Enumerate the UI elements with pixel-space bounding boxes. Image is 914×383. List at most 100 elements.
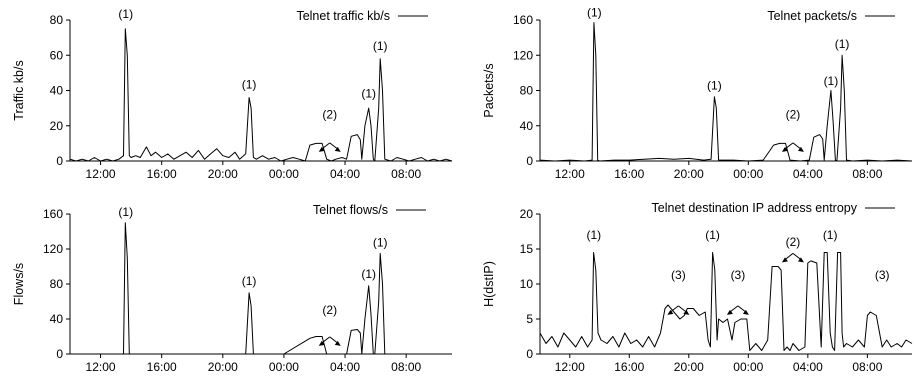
y-axis-label: Packets/s — [482, 63, 496, 117]
y-tick-label: 40 — [50, 84, 64, 98]
annotation-label: (1) — [242, 274, 257, 288]
y-tick-label: 0 — [526, 347, 533, 361]
x-tick-label: 08:00 — [852, 167, 882, 181]
double-arrow-icon — [781, 142, 804, 152]
annotation-label: (2) — [786, 235, 801, 249]
x-tick-label: 04:00 — [330, 167, 360, 181]
annotation-label: (3) — [875, 268, 890, 282]
x-tick-label: 16:00 — [147, 167, 177, 181]
arrow-left-head — [781, 257, 788, 263]
annotation-label: (1) — [835, 37, 850, 51]
arrow-right-head — [797, 146, 804, 152]
arrow-right-head — [742, 309, 749, 315]
annotation-label: (1) — [361, 87, 376, 101]
x-tick-label: 00:00 — [733, 360, 763, 374]
y-tick-label: 5 — [526, 312, 533, 326]
arrow-left-head — [781, 146, 788, 152]
annotation-label: (2) — [322, 303, 337, 317]
annotation-label: (3) — [671, 268, 686, 282]
x-tick-label: 08:00 — [391, 360, 421, 374]
chart-svg-entropy: 0 5 10 15 20 12:00 16:00 20:00 00:00 04:00 08:00 H(… — [482, 201, 913, 374]
double-arrow-icon — [781, 253, 804, 263]
annotation-label: (1) — [824, 74, 839, 88]
x-tick-label: 04:00 — [793, 167, 823, 181]
x-tick-label: 08:00 — [852, 360, 882, 374]
double-arrow-icon — [318, 336, 341, 346]
y-tick-label: 10 — [520, 277, 534, 291]
y-tick-label: 20 — [50, 119, 64, 133]
x-tick-label: 12:00 — [86, 360, 116, 374]
y-tick-label: 0 — [56, 154, 63, 168]
series-line — [539, 22, 913, 162]
arrow-left-head — [318, 146, 325, 152]
y-tick-label: 120 — [513, 48, 533, 62]
legend-label: Telnet flows/s — [313, 203, 388, 217]
y-tick-label: 60 — [50, 48, 64, 62]
chart-panel-packets: 0 40 80 120 160 12:00 16:00 20:00 00:00 04:00 08:0… — [457, 0, 914, 192]
x-tick-label: 04:00 — [793, 360, 823, 374]
x-tick-label: 00:00 — [733, 167, 763, 181]
legend-label: Telnet destination IP address entropy — [652, 201, 858, 215]
annotation-label: (1) — [705, 228, 720, 242]
arrow-right-head — [797, 257, 804, 263]
y-tick-label: 160 — [43, 207, 63, 221]
y-tick-label: 20 — [520, 207, 534, 221]
arrow-left-head — [667, 309, 674, 315]
arrow-left-head — [726, 309, 733, 315]
chart-svg-traffic: 0 20 40 60 80 12:00 16:00 20:00 00:00 04:00 08:00 T… — [12, 7, 453, 181]
y-tick-label: 80 — [50, 277, 64, 291]
double-arrow-icon — [726, 305, 749, 315]
annotation-label: (1) — [707, 79, 722, 93]
chart-svg-flows: 0 40 80 120 160 12:00 16:00 20:00 00:00 04:00 08:0… — [12, 203, 452, 374]
x-tick-label: 20:00 — [674, 360, 704, 374]
y-tick-label: 40 — [50, 312, 64, 326]
x-tick-label: 16:00 — [614, 360, 644, 374]
series-line — [69, 28, 453, 162]
annotation-label: (1) — [118, 7, 133, 21]
x-tick-label: 16:00 — [147, 360, 177, 374]
x-tick-label: 00:00 — [269, 360, 299, 374]
annotation-label: (2) — [786, 108, 801, 122]
arrow-right-head — [334, 340, 341, 346]
annotation-label: (1) — [587, 5, 602, 19]
y-axis-label: Traffic kb/s — [12, 60, 26, 120]
y-axis-label: Flows/s — [12, 263, 26, 305]
x-tick-label: 20:00 — [208, 360, 238, 374]
arrow-left-head — [318, 340, 325, 346]
annotation-label: (2) — [322, 108, 337, 122]
legend-label: Telnet packets/s — [767, 9, 857, 23]
annotation-label: (3) — [731, 268, 746, 282]
annotation-label: (1) — [587, 228, 602, 242]
annotation-label: (1) — [242, 78, 257, 92]
y-tick-label: 160 — [513, 13, 533, 27]
y-tick-label: 0 — [526, 154, 533, 168]
x-tick-label: 12:00 — [555, 167, 585, 181]
annotation-label: (1) — [373, 39, 388, 53]
chart-panel-traffic: 0 20 40 60 80 12:00 16:00 20:00 00:00 04:00 08:00 T… — [0, 0, 457, 192]
arrow-right-head — [334, 146, 341, 152]
annotation-label: (1) — [361, 267, 376, 281]
y-tick-label: 0 — [56, 347, 63, 361]
x-tick-label: 12:00 — [86, 167, 116, 181]
annotation-label: (1) — [373, 235, 388, 249]
arrow-right-head — [683, 309, 690, 315]
annotation-label: (1) — [823, 228, 838, 242]
annotation-label: (1) — [118, 205, 133, 219]
x-tick-label: 20:00 — [674, 167, 704, 181]
double-arrow-icon — [667, 305, 690, 315]
y-tick-label: 40 — [520, 119, 534, 133]
y-tick-label: 15 — [520, 242, 534, 256]
chart-svg-packets: 0 40 80 120 160 12:00 16:00 20:00 00:00 04:00 08:0… — [482, 5, 913, 181]
legend-label: Telnet traffic kb/s — [296, 9, 390, 23]
y-tick-label: 120 — [43, 242, 63, 256]
x-tick-label: 16:00 — [614, 167, 644, 181]
x-tick-label: 12:00 — [555, 360, 585, 374]
chart-panel-entropy: 0 5 10 15 20 12:00 16:00 20:00 00:00 04:00 08:00 H(… — [457, 192, 914, 383]
series-line — [539, 252, 913, 351]
x-tick-label: 00:00 — [269, 167, 299, 181]
x-tick-label: 04:00 — [330, 360, 360, 374]
x-tick-label: 20:00 — [208, 167, 238, 181]
x-tick-label: 08:00 — [391, 167, 421, 181]
chart-panel-flows: 0 40 80 120 160 12:00 16:00 20:00 00:00 04:00 08:0… — [0, 192, 457, 383]
y-tick-label: 80 — [50, 13, 64, 27]
